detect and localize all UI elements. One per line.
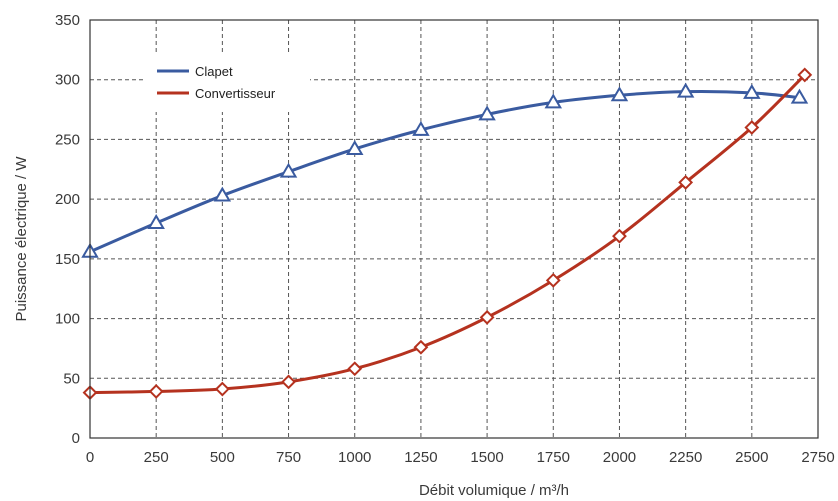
- data-point-clapet: [790, 88, 809, 104]
- legend-box: [145, 52, 310, 112]
- x-tick-label: 1750: [537, 449, 570, 466]
- x-tick-label: 2500: [735, 449, 768, 466]
- y-tick-label: 350: [55, 12, 80, 29]
- data-point-clapet: [213, 186, 232, 202]
- y-tick-label: 150: [55, 251, 80, 268]
- legend: Clapet Convertisseur: [145, 52, 310, 112]
- data-point-convertisseur: [797, 67, 813, 83]
- y-tick-label: 0: [72, 430, 80, 447]
- data-point-clapet: [147, 214, 165, 230]
- x-tick-label: 2250: [669, 449, 702, 466]
- data-point-convertisseur: [214, 381, 230, 397]
- y-tick-label: 100: [55, 311, 80, 328]
- x-tick-label: 500: [210, 449, 235, 466]
- data-point-convertisseur: [678, 175, 694, 190]
- x-axis-title: Débit volumique / m³/h: [419, 482, 569, 499]
- legend-label-convertisseur: Convertisseur: [195, 86, 276, 101]
- data-point-clapet: [478, 105, 496, 121]
- x-tick-label: 1250: [404, 449, 437, 466]
- x-tick-label: 250: [144, 449, 169, 466]
- data-point-convertisseur: [744, 120, 760, 135]
- data-point-convertisseur: [148, 384, 164, 399]
- y-tick-label: 50: [63, 370, 80, 387]
- x-tick-label: 750: [276, 449, 301, 466]
- y-tick-label: 200: [55, 191, 80, 208]
- y-axis-title: Puissance électrique / W: [13, 156, 30, 322]
- data-point-clapet: [345, 139, 364, 155]
- tick-labels: 0 250 500 750 1000 1250 1500 1750 2000 2250 2500 27…: [55, 12, 835, 466]
- data-point-convertisseur: [479, 309, 495, 325]
- data-point-convertisseur: [347, 361, 363, 377]
- x-tick-label: 2750: [801, 449, 834, 466]
- data-point-convertisseur: [612, 228, 627, 244]
- series-line-clapet: [89, 90, 800, 254]
- x-tick-label: 1000: [338, 449, 371, 466]
- y-tick-label: 300: [55, 72, 80, 89]
- legend-label-clapet: Clapet: [195, 64, 233, 79]
- data-point-convertisseur: [413, 339, 429, 355]
- x-tick-label: 0: [86, 449, 94, 466]
- data-point-clapet: [676, 82, 695, 98]
- data-point-clapet: [610, 86, 629, 102]
- data-point-clapet: [279, 162, 298, 178]
- data-point-clapet: [743, 83, 761, 99]
- data-point-convertisseur: [545, 272, 561, 288]
- series: [81, 67, 813, 401]
- data-point-clapet: [412, 120, 430, 136]
- y-tick-label: 250: [55, 131, 80, 148]
- data-point-convertisseur: [281, 374, 296, 390]
- x-tick-label: 1500: [470, 449, 503, 466]
- plot-frame: [89, 19, 819, 439]
- data-point-clapet: [544, 93, 563, 109]
- x-tick-label: 2000: [603, 449, 636, 466]
